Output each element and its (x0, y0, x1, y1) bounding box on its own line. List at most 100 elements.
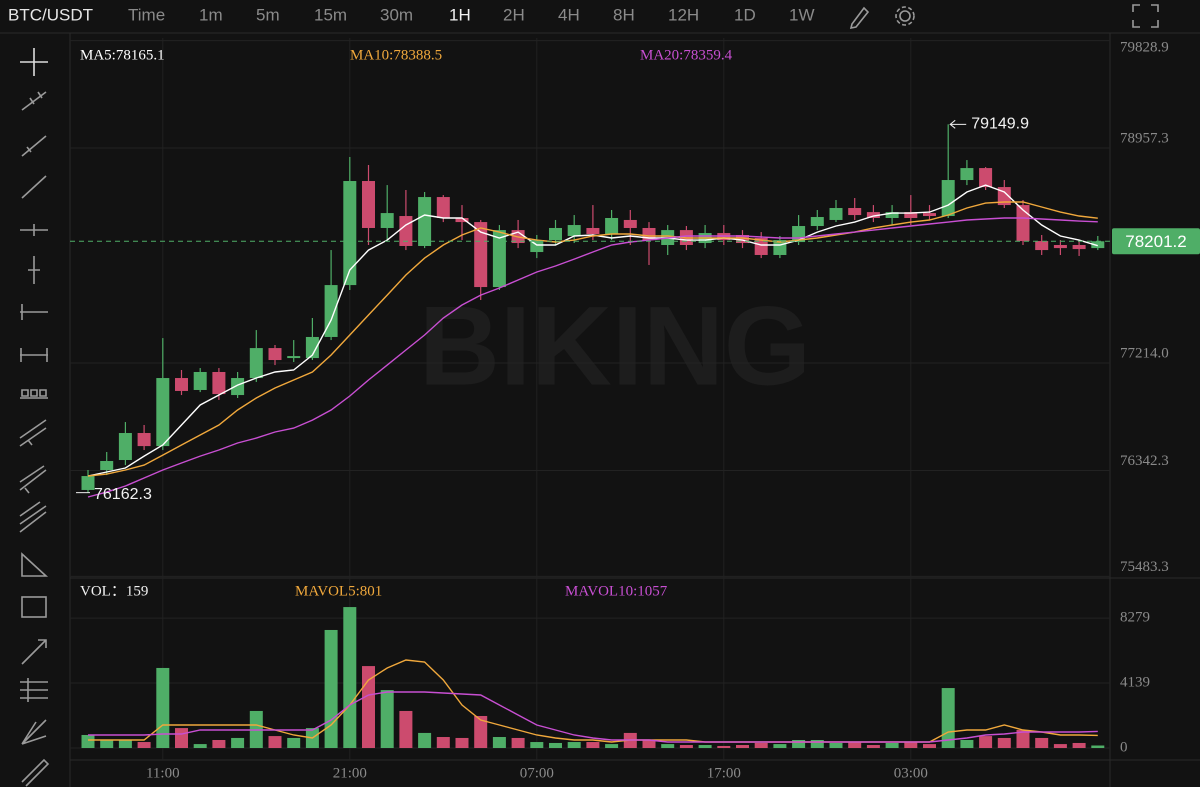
legend-label: MAVOL10:1057 (565, 583, 668, 599)
interval-button[interactable]: Time (128, 5, 165, 24)
candle-body (1016, 205, 1030, 242)
fan-tool[interactable] (21, 719, 47, 745)
volume-bar (717, 745, 731, 748)
volume-bar (773, 744, 787, 748)
volume-bar (642, 739, 656, 748)
volume-bar (156, 667, 170, 748)
ray-tool[interactable] (21, 91, 47, 111)
hray-tool[interactable] (20, 304, 48, 320)
candle-body (268, 348, 282, 361)
volume-bar (960, 739, 974, 748)
candle-body (118, 433, 132, 461)
candle-body (549, 227, 562, 241)
interval-button[interactable]: 1W (789, 5, 815, 24)
candle-body (810, 217, 824, 227)
volume-bar (1053, 744, 1067, 748)
volume-bar (418, 732, 432, 748)
y-tick-label: 78957.3 (1120, 130, 1169, 146)
price-tool[interactable] (20, 389, 48, 399)
candle-body (866, 212, 880, 218)
candle-body (249, 348, 263, 379)
interval-button[interactable]: 1D (734, 5, 756, 24)
interval-button[interactable]: 30m (380, 5, 413, 24)
arrow-tool[interactable] (21, 639, 47, 665)
candle-body (212, 371, 226, 395)
volume-bar (137, 742, 151, 748)
legend-label: MA5:78165.1 (80, 47, 165, 63)
candle-body (362, 181, 375, 228)
x-tick-label: 21:00 (333, 765, 367, 781)
volume-bar (698, 745, 712, 748)
volume-bar (605, 744, 619, 748)
hline-tool[interactable] (20, 224, 48, 236)
pitchfork-tool[interactable] (19, 501, 47, 533)
y-tick-label: 8279 (1120, 610, 1150, 626)
vline-tool[interactable] (28, 256, 40, 284)
volume-bar (287, 737, 301, 748)
interval-button[interactable]: 1H (449, 5, 471, 24)
interval-button[interactable]: 8H (613, 5, 635, 24)
volume-bar (118, 739, 132, 748)
volume-bar (586, 742, 600, 748)
crosshair-tool[interactable] (20, 48, 48, 76)
channel-tool[interactable] (19, 419, 47, 447)
x-tick-label: 07:00 (520, 765, 554, 781)
fullscreen-icon[interactable] (1132, 4, 1159, 28)
segment-tool[interactable] (21, 175, 47, 199)
candle-body (586, 227, 600, 235)
volume-bar (362, 666, 375, 748)
candle-body (754, 237, 768, 255)
candle-body (885, 212, 899, 218)
volume-bar (754, 742, 768, 748)
line-tool[interactable] (21, 135, 47, 157)
fib-tool[interactable] (20, 678, 48, 702)
candle-body (156, 378, 170, 447)
volume-bar (567, 742, 581, 748)
ma-line (87, 184, 1099, 477)
volume-bar (829, 742, 843, 748)
interval-button[interactable]: 4H (558, 5, 580, 24)
low-label: 76162.3 (94, 486, 152, 503)
triangle-tool[interactable] (21, 552, 49, 577)
interval-button[interactable]: 15m (314, 5, 347, 24)
volume-bar (380, 690, 394, 748)
interval-button[interactable]: 12H (668, 5, 699, 24)
candle-body (474, 222, 488, 288)
volume-bar (1091, 745, 1105, 748)
volume-bar (1016, 729, 1030, 748)
candle-body (492, 230, 506, 288)
candle-body (287, 356, 301, 359)
interval-button[interactable]: 1m (199, 5, 223, 24)
legend-label: MAVOL5:801 (295, 583, 382, 599)
candle-body (941, 180, 955, 217)
candle-body (997, 187, 1011, 206)
volume-bar (923, 744, 936, 748)
candle-body (1035, 241, 1049, 251)
y-tick-label: 77214.0 (1120, 345, 1169, 361)
volume-bar (866, 745, 880, 748)
legend-label: MA20:78359.4 (640, 47, 733, 63)
rect-tool[interactable] (21, 596, 47, 618)
ma-line (87, 201, 1098, 477)
volume-bar (661, 744, 675, 748)
settings-icon[interactable] (899, 10, 911, 22)
volume-bar (1035, 737, 1049, 748)
interval-button[interactable]: 5m (256, 5, 280, 24)
y-tick-label: 4139 (1120, 674, 1150, 690)
candle-body (605, 218, 619, 235)
high-arrow (949, 119, 956, 129)
candle-body (904, 212, 918, 218)
ruler-tool[interactable] (21, 758, 50, 787)
interval-button[interactable]: 2H (503, 5, 525, 24)
volume-bar (679, 745, 693, 748)
last-price-box (1112, 228, 1200, 255)
symbol[interactable]: BTC/USDT (8, 5, 93, 24)
high-label: 79149.9 (971, 116, 1029, 133)
candle-body (324, 285, 338, 337)
draw-icon[interactable] (849, 6, 870, 30)
range-tool[interactable] (20, 348, 48, 362)
parallel-tool[interactable] (19, 465, 47, 494)
volume-bar (904, 742, 918, 748)
